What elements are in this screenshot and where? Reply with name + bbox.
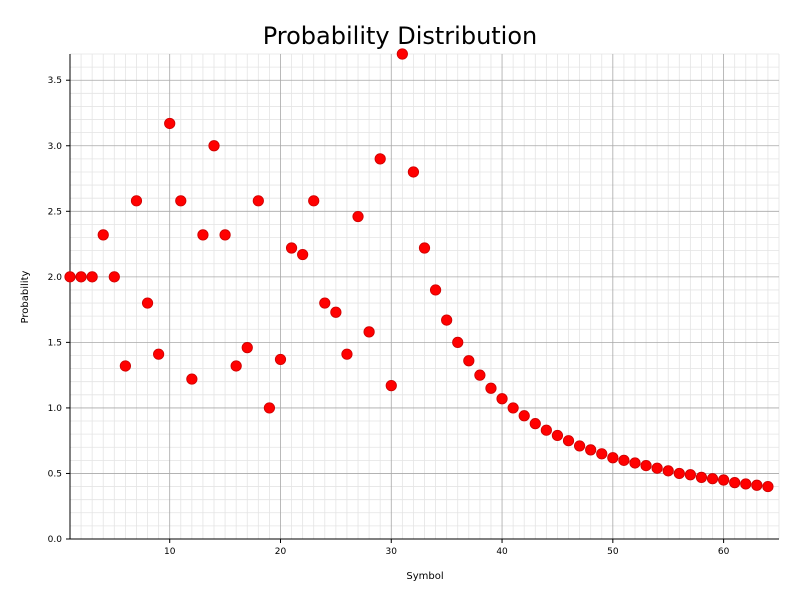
data-point (452, 336, 464, 348)
data-point (551, 429, 564, 442)
data-points (64, 48, 774, 493)
data-point (429, 284, 442, 296)
y-tick-label: 0.0 (48, 535, 63, 545)
data-point (706, 473, 719, 485)
data-point (396, 48, 408, 60)
data-point (729, 477, 741, 489)
x-tick-label: 30 (386, 547, 398, 557)
data-point (607, 452, 619, 464)
data-point (75, 271, 87, 283)
data-point (153, 348, 165, 360)
data-point (485, 382, 497, 394)
y-tick-label: 0.5 (48, 469, 62, 479)
ticks: 10 20 30 40 50 60 0.0 0.5 1.0 1.5 2.0 2.5 3.0 3.5 (48, 76, 730, 557)
data-point (651, 462, 663, 474)
data-point (252, 195, 264, 207)
y-axis-label: Probability (20, 270, 31, 323)
data-point (119, 360, 131, 372)
x-tick-label: 50 (607, 547, 619, 557)
data-point (529, 418, 541, 430)
data-point (673, 467, 685, 480)
data-point (164, 117, 176, 130)
data-point (297, 248, 309, 261)
data-point (496, 393, 508, 405)
data-point (662, 465, 674, 477)
data-point (585, 444, 597, 456)
data-point (751, 479, 763, 491)
data-point (141, 297, 154, 309)
data-point (562, 435, 575, 447)
data-point (308, 195, 320, 207)
data-point (86, 271, 98, 283)
x-tick-label: 60 (718, 547, 730, 557)
data-point (130, 195, 143, 207)
x-tick-label: 20 (275, 547, 287, 557)
data-point (186, 373, 198, 385)
data-point (540, 424, 552, 436)
data-point (241, 342, 253, 354)
data-point (596, 448, 608, 460)
data-point (441, 314, 453, 326)
data-point (330, 306, 342, 318)
y-tick-label: 1.0 (48, 404, 63, 414)
x-tick-label: 10 (164, 547, 176, 557)
y-tick-label: 3.0 (48, 142, 63, 152)
data-point (418, 242, 431, 254)
y-tick-label: 2.0 (48, 273, 63, 283)
data-point (640, 459, 652, 472)
data-point (718, 474, 730, 486)
data-point (108, 271, 120, 283)
data-point (695, 471, 708, 483)
data-point (208, 140, 220, 152)
data-point (64, 271, 76, 283)
data-point (573, 440, 586, 452)
x-axis-label: Symbol (406, 571, 443, 582)
data-point (518, 410, 530, 422)
major-grid (70, 54, 779, 539)
axes (69, 54, 779, 540)
data-point (97, 229, 109, 241)
data-point (274, 353, 287, 366)
data-point (319, 297, 331, 309)
data-point (407, 166, 420, 178)
y-tick-label: 2.5 (48, 207, 62, 217)
data-point (230, 360, 242, 372)
data-point (463, 355, 475, 367)
data-point (263, 402, 276, 414)
data-point (385, 380, 397, 392)
data-point (474, 369, 486, 381)
chart-title: Probability Distribution (263, 22, 538, 50)
data-point (352, 210, 364, 223)
data-point (175, 195, 187, 207)
data-point (618, 454, 630, 466)
data-point (629, 457, 641, 469)
y-tick-label: 3.5 (48, 76, 62, 86)
data-point (762, 480, 774, 493)
y-tick-label: 1.5 (48, 338, 62, 348)
data-point (197, 229, 209, 241)
x-tick-label: 40 (496, 547, 508, 557)
minor-grid (69, 53, 780, 539)
data-point (507, 402, 519, 414)
data-point (740, 478, 752, 490)
data-point (363, 326, 375, 338)
data-point (374, 153, 386, 165)
data-point (285, 242, 298, 254)
data-point (219, 229, 231, 241)
data-point (341, 348, 353, 360)
data-point (684, 469, 696, 481)
